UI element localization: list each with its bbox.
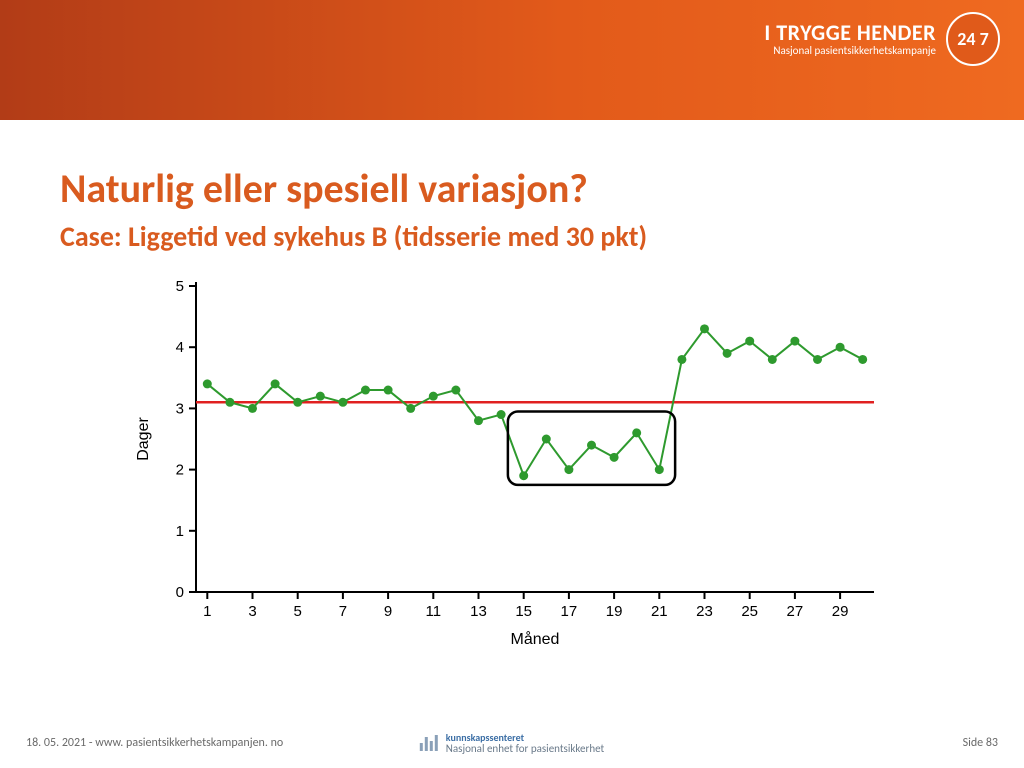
svg-text:4: 4 [176, 339, 184, 356]
svg-text:Måned: Måned [511, 630, 560, 648]
svg-text:0: 0 [176, 584, 184, 601]
svg-text:13: 13 [470, 603, 487, 620]
logo-text: I TRYGGE HENDER Nasjonal pasientsikkerhe… [764, 21, 936, 57]
slide-title: Naturlig eller spesiell variasjon? [60, 164, 964, 213]
svg-text:25: 25 [741, 603, 758, 620]
chart-svg: 0123451357911131517192123252729MånedDage… [130, 272, 890, 652]
svg-text:1: 1 [176, 523, 184, 540]
logo-sub-text: Nasjonal pasientsikkerhetskampanje [764, 45, 936, 57]
svg-text:3: 3 [176, 400, 184, 417]
svg-text:1: 1 [203, 603, 211, 620]
svg-text:3: 3 [248, 603, 256, 620]
logo-badge-text: 24 7 [957, 28, 988, 50]
footer-left: 18. 05. 2021 - www. pasientsikkerhetskam… [26, 736, 283, 750]
footer-bars-icon [420, 735, 438, 751]
svg-text:15: 15 [515, 603, 532, 620]
svg-text:21: 21 [651, 603, 668, 620]
time-series-chart: 0123451357911131517192123252729MånedDage… [130, 272, 890, 652]
header-band: I TRYGGE HENDER Nasjonal pasientsikkerhe… [0, 0, 1024, 120]
logo-main-text: I TRYGGE HENDER [764, 19, 936, 46]
slide-footer: 18. 05. 2021 - www. pasientsikkerhetskam… [0, 736, 1024, 750]
slide-content: Naturlig eller spesiell variasjon? Case:… [0, 120, 1024, 652]
svg-text:23: 23 [696, 603, 713, 620]
svg-text:27: 27 [787, 603, 804, 620]
svg-text:29: 29 [832, 603, 849, 620]
svg-text:5: 5 [176, 278, 184, 295]
svg-text:7: 7 [339, 603, 347, 620]
svg-text:19: 19 [606, 603, 623, 620]
footer-center-logo: kunnskapssenteret Nasjonal enhet for pas… [420, 733, 604, 754]
slide-subtitle: Case: Liggetid ved sykehus B (tidsserie … [60, 219, 964, 254]
logo-badge-247-icon: 24 7 [946, 12, 1000, 66]
svg-text:9: 9 [384, 603, 392, 620]
footer-center-bottom: Nasjonal enhet for pasientsikkerhet [446, 743, 604, 754]
svg-text:2: 2 [176, 462, 184, 479]
svg-text:17: 17 [561, 603, 578, 620]
footer-right: Side 83 [963, 736, 998, 750]
svg-text:5: 5 [294, 603, 302, 620]
campaign-logo: I TRYGGE HENDER Nasjonal pasientsikkerhe… [764, 12, 1000, 66]
svg-text:Dager: Dager [135, 417, 152, 461]
svg-text:11: 11 [426, 603, 442, 620]
